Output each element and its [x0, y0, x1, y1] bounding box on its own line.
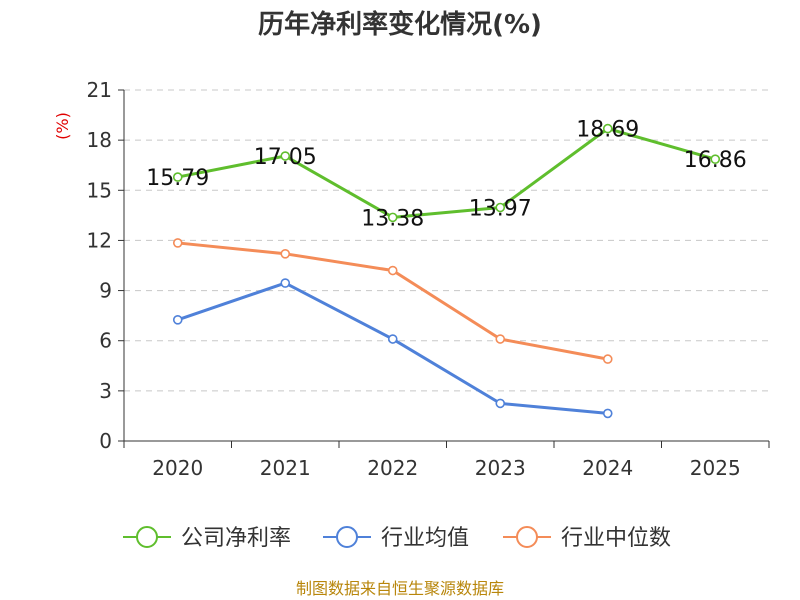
data-point[interactable] — [602, 354, 613, 364]
y-tick-label: 3 — [99, 379, 112, 403]
data-label: 17.05 — [254, 145, 317, 170]
data-point[interactable] — [280, 278, 291, 288]
data-label: 13.38 — [361, 206, 424, 231]
x-tick-label: 2020 — [152, 456, 203, 480]
x-tick-label: 2025 — [690, 456, 741, 480]
data-point[interactable] — [387, 334, 398, 344]
x-tick-label: 2023 — [475, 456, 526, 480]
series-lines — [172, 123, 721, 419]
y-tick-label: 15 — [87, 178, 112, 202]
data-point[interactable] — [387, 265, 398, 276]
legend-marker — [336, 526, 358, 548]
data-point[interactable] — [280, 151, 291, 161]
data-point[interactable] — [602, 123, 613, 134]
y-tick-label: 0 — [99, 429, 112, 453]
x-tick-label: 2021 — [260, 456, 311, 480]
legend-item-1[interactable]: 行业均值 — [323, 526, 469, 551]
data-point[interactable] — [172, 315, 183, 325]
legend-label: 公司净利率 — [181, 526, 291, 551]
chart-title: 历年净利率变化情况(%) — [258, 9, 542, 40]
y-tick-label: 12 — [87, 228, 112, 252]
y-tick-label: 9 — [99, 279, 112, 303]
legend-item-2[interactable]: 行业中位数 — [503, 526, 671, 551]
legend-marker — [516, 526, 538, 548]
data-point[interactable] — [495, 334, 506, 344]
grid-lines — [124, 89, 769, 392]
y-tick-label: 18 — [87, 128, 112, 152]
legend-marker — [136, 526, 158, 548]
legend-label: 行业均值 — [381, 526, 469, 551]
legend-label: 行业中位数 — [561, 526, 671, 551]
y-axis-unit: (%) — [53, 112, 72, 140]
x-tick-label: 2022 — [367, 456, 418, 480]
data-label: 18.69 — [576, 118, 639, 143]
legend[interactable]: 公司净利率 行业均值 行业中位数 — [123, 526, 671, 551]
source-note: 制图数据来自恒生聚源数据库 — [296, 579, 504, 598]
data-label: 15.79 — [146, 166, 209, 191]
legend-item-0[interactable]: 公司净利率 — [123, 526, 291, 551]
y-tick-label: 6 — [99, 329, 112, 353]
data-point[interactable] — [280, 249, 291, 259]
axes: 0 3 6 9 12 15 18 21 2020 2021 2022 2023 2024 2025 — [87, 78, 770, 480]
x-tick-label: 2024 — [582, 456, 633, 480]
data-point[interactable] — [172, 172, 183, 182]
data-labels: 15.79 17.05 13.38 13.97 18.69 16.86 — [146, 118, 746, 232]
data-point[interactable] — [710, 154, 721, 164]
data-point[interactable] — [602, 408, 613, 419]
data-label: 13.97 — [469, 197, 532, 222]
data-point[interactable] — [172, 238, 183, 248]
data-label: 16.86 — [684, 148, 747, 173]
y-tick-label: 21 — [87, 78, 112, 102]
data-point[interactable] — [495, 398, 506, 409]
data-point[interactable] — [387, 212, 398, 223]
data-point[interactable] — [495, 202, 506, 213]
series-line-0 — [177, 127, 716, 219]
